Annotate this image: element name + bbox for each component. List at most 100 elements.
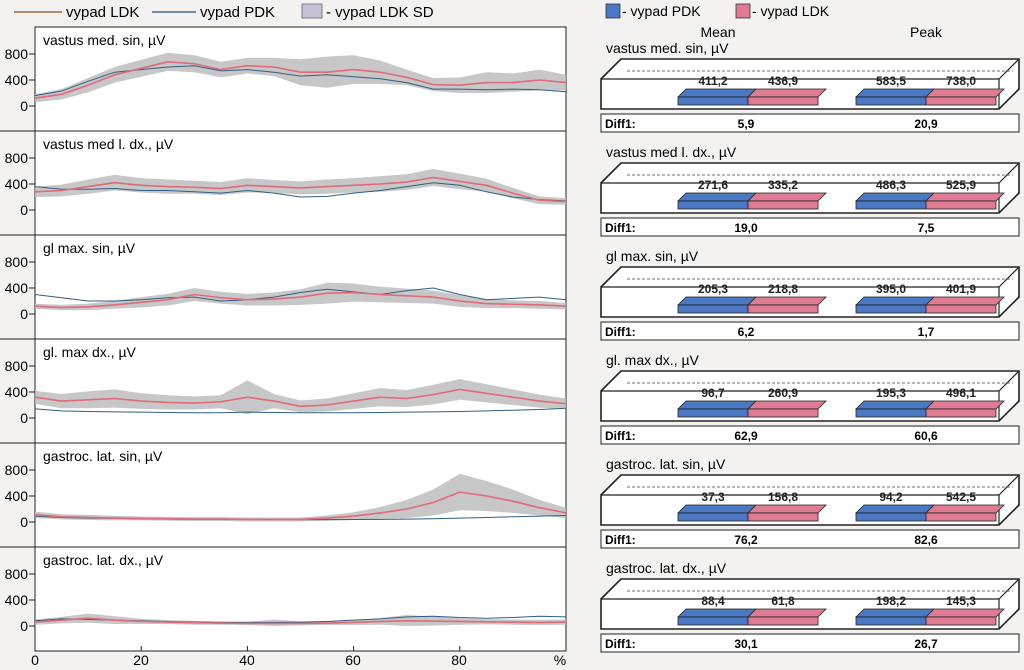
diff-peak-value: 26,7	[914, 637, 938, 651]
bar-mean-ldk	[747, 296, 827, 314]
bar-panel-edge	[998, 578, 1020, 600]
x-axis: 0 20 40 60 80 %	[31, 652, 566, 668]
series-pdk-line	[34, 407, 567, 414]
bar-panel-4: gl. max dx., µV 96,7 260,9 195,3 496,1 Diff1:…	[600, 352, 1020, 445]
bar-peak-ldk	[925, 192, 1005, 210]
bar-panel-edge	[998, 474, 1020, 496]
sd-band	[35, 473, 566, 522]
diff-row	[600, 529, 1020, 549]
diff-peak-value: 20,9	[914, 117, 938, 131]
bar-peak-pdk-top	[855, 608, 935, 618]
diff-peak-value: 7,5	[918, 221, 935, 235]
bar-mean-pdk-front	[677, 304, 749, 314]
bar-mean-pdk	[677, 192, 757, 210]
bar-mean-ldk-front	[747, 408, 819, 418]
y-tick-label: 800	[5, 46, 29, 62]
bar-peak-ldk-top	[925, 608, 1005, 618]
bar-peak-ldk-value-label: 496,1	[946, 386, 976, 400]
bar-peak-pdk-front	[855, 512, 927, 522]
bar-mean-pdk-top	[677, 192, 757, 202]
line-chart-3: gl max. sin, µV 0 400 800	[0, 234, 567, 340]
bar-mean-pdk-value-label: 37,3	[701, 490, 725, 504]
diff-row	[600, 217, 1020, 237]
bar-peak-pdk-front	[855, 96, 927, 106]
y-tick-label: 800	[5, 566, 29, 582]
bar-mean-pdk-top	[677, 608, 757, 618]
bar-mean-ldk-value-label: 61,8	[771, 594, 795, 608]
diff-label: Diff1:	[605, 325, 636, 339]
chart-title: gastroc. lat. sin, µV	[43, 448, 163, 464]
bar-panels: vastus med. sin, µV 411,2 436,9 583,5 738,0 D…	[600, 40, 1020, 653]
bar-mean-ldk-top	[747, 400, 827, 410]
bar-mean-ldk-value-label: 156,8	[768, 490, 798, 504]
series-pdk-line	[34, 182, 567, 202]
bar-mean-pdk-front	[677, 408, 749, 418]
bar-mean-pdk-value-label: 96,7	[701, 386, 725, 400]
bar-mean-ldk-front	[747, 512, 819, 522]
bar-mean-pdk-value-label: 271,6	[698, 178, 728, 192]
diff-label: Diff1:	[605, 221, 636, 235]
bar-mean-ldk	[747, 608, 827, 626]
bar-panel-5: gastroc. lat. sin, µV 37,3 156,8 94,2 542,5 D…	[600, 456, 1020, 549]
bar-peak-ldk-top	[925, 88, 1005, 98]
bar-peak-ldk-front	[925, 200, 997, 210]
bar-peak-pdk-front	[855, 408, 927, 418]
legend-sd-box-icon	[301, 3, 323, 19]
diff-mean-value: 76,2	[734, 533, 758, 547]
series-ldk-line	[34, 176, 567, 203]
bar-mean-pdk-value-label: 205,3	[698, 282, 728, 296]
legend-bar-pdk-label: - vypad PDK	[622, 3, 701, 19]
series-pdk-line	[34, 287, 567, 302]
bar-peak-pdk	[855, 296, 935, 314]
bar-mean-pdk	[677, 504, 757, 522]
bar-peak-pdk-top	[855, 192, 935, 202]
bar-peak-ldk-value-label: 525,9	[946, 178, 976, 192]
diff-peak-value: 60,6	[914, 429, 938, 443]
bar-mean-pdk	[677, 608, 757, 626]
bar-peak-ldk	[925, 608, 1005, 626]
bar-mean-ldk	[747, 400, 827, 418]
col-peak-header: Peak	[910, 24, 943, 40]
diff-row	[600, 321, 1020, 341]
bar-panel-title: gastroc. lat. dx., µV	[606, 560, 727, 576]
diff-mean-value: 5,9	[738, 117, 755, 131]
y-tick-label: 0	[20, 202, 28, 218]
chart-title: gl. max dx., µV	[43, 344, 137, 360]
bar-mean-pdk	[677, 400, 757, 418]
bar-peak-ldk-front	[925, 616, 997, 626]
line-chart-5: gastroc. lat. sin, µV 0 400 800	[0, 442, 567, 548]
chart-frame	[34, 234, 567, 340]
bar-peak-ldk	[925, 504, 1005, 522]
bar-peak-ldk	[925, 296, 1005, 314]
bar-peak-ldk-front	[925, 96, 997, 106]
bar-mean-ldk-value-label: 260,9	[768, 386, 798, 400]
diff-label: Diff1:	[605, 637, 636, 651]
legend-bar-pdk-icon	[605, 3, 621, 19]
diff-mean-value: 6,2	[738, 325, 755, 339]
chart-title: vastus med. sin, µV	[43, 32, 166, 48]
x-tick-20: 20	[133, 652, 149, 668]
line-chart-2: vastus med l. dx., µV 0 400 800	[0, 130, 567, 236]
chart-title: gl max. sin, µV	[43, 240, 136, 256]
bar-mean-ldk-top	[747, 504, 827, 514]
bar-peak-ldk-value-label: 401,9	[946, 282, 976, 296]
bar-peak-pdk-value-label: 195,3	[876, 386, 906, 400]
y-tick-label: 0	[20, 514, 28, 530]
y-tick-label: 400	[5, 176, 29, 192]
bar-mean-ldk	[747, 88, 827, 106]
bar-mean-ldk-front	[747, 96, 819, 106]
diff-row	[600, 633, 1020, 653]
bar-peak-pdk	[855, 608, 935, 626]
bar-mean-ldk-top	[747, 608, 827, 618]
line-charts: vastus med. sin, µV 0 400 800 vastus med l. …	[0, 26, 567, 652]
bar-mean-pdk	[677, 296, 757, 314]
chart-title: vastus med l. dx., µV	[43, 136, 174, 152]
bar-mean-ldk	[747, 504, 827, 522]
line-chart-6: gastroc. lat. dx., µV 0 400 800	[5, 546, 567, 652]
bar-mean-ldk-front	[747, 304, 819, 314]
bar-peak-pdk-value-label: 94,2	[879, 490, 903, 504]
bar-peak-pdk-front	[855, 200, 927, 210]
bar-mean-pdk-front	[677, 96, 749, 106]
bar-mean-ldk-front	[747, 200, 819, 210]
